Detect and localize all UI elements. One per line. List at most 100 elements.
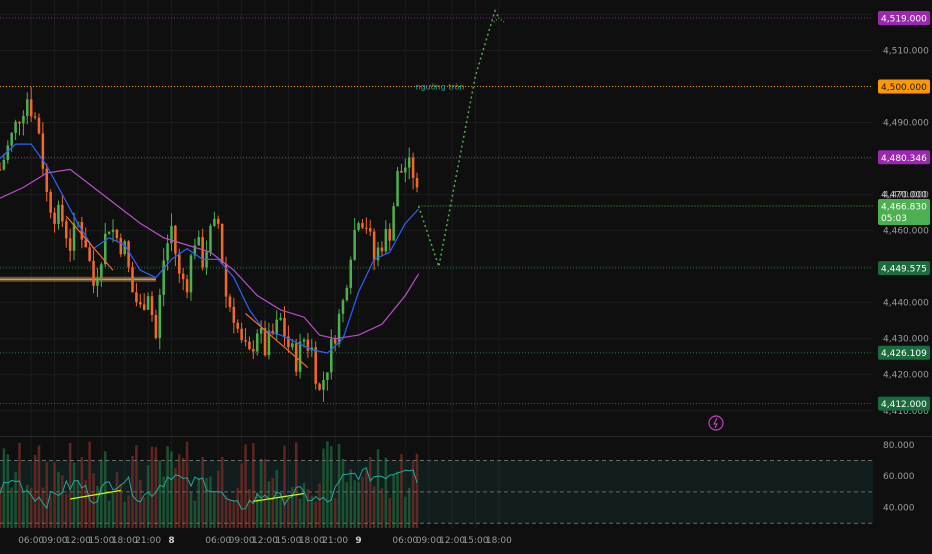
volume-bar [135, 445, 138, 528]
volume-bar [287, 496, 290, 528]
candle-body [29, 99, 33, 117]
candle-body [365, 227, 368, 229]
volume-bar [189, 491, 193, 528]
candle-body [232, 306, 236, 323]
candle-body [337, 313, 341, 344]
volume-bar [283, 445, 286, 528]
candle-body [236, 322, 240, 329]
volume-bar [53, 462, 56, 528]
volume-bar [68, 442, 72, 528]
candle-body [259, 328, 263, 334]
candle-body [407, 157, 411, 168]
volume-bar [345, 482, 349, 528]
candle-body [400, 170, 403, 173]
candle-body [41, 133, 45, 169]
time-tick-label: 8 [168, 536, 174, 546]
time-tick-label: 09:00 [416, 536, 442, 546]
candle-body [361, 223, 364, 228]
volume-bar [57, 471, 60, 528]
volume-bar [392, 474, 395, 528]
volume-bar [333, 498, 337, 528]
price-tick-label: 4,420.000 [883, 371, 929, 381]
time-tick-label: 18:00 [299, 536, 325, 546]
volume-bar [271, 478, 275, 528]
volume-bar [294, 442, 298, 528]
volume-bar [213, 491, 216, 528]
candle-body [174, 225, 177, 254]
price-tick-label: 4,410.000 [883, 407, 929, 417]
candle-body [244, 340, 247, 342]
candle-body [318, 383, 321, 390]
volume-bar [400, 454, 403, 528]
overlap-price-label: 4,470.000 [881, 191, 927, 201]
candle-body [22, 115, 25, 124]
candle-body [197, 237, 201, 246]
candle-body [64, 221, 68, 239]
volume-bar [411, 459, 415, 528]
ma-slow-line [0, 168, 420, 340]
price-labels: 4,470.000 4,519.000 4,500.000 4,480.346 4,44… [418, 11, 930, 411]
candle-body [100, 264, 103, 278]
volume-bar [252, 443, 255, 528]
time-tick-label: 06:00 [18, 536, 44, 546]
candle-body [96, 277, 99, 286]
volume-bar [341, 458, 345, 528]
candle-body [291, 343, 294, 348]
volume-bar [18, 442, 21, 528]
candle-body [372, 231, 376, 261]
volume-bar [337, 444, 341, 528]
level-price-tag: 4,519.000 [881, 15, 927, 25]
volume-bar [384, 457, 388, 528]
level-price-tag: 4,412.000 [881, 400, 927, 410]
volume-bar [174, 468, 177, 528]
trendlines [65, 215, 309, 368]
trendline [65, 215, 114, 271]
candle-body [220, 223, 224, 264]
volume-bar [14, 472, 17, 528]
volume-bar [131, 455, 134, 528]
candle-body [298, 341, 302, 372]
candle-body [396, 170, 399, 207]
volume-bar [209, 476, 212, 528]
time-tick-label: 15:00 [88, 536, 114, 546]
volume-bar [275, 469, 278, 528]
time-tick-label: 12:00 [439, 536, 465, 546]
volume-bar [322, 448, 325, 528]
volume-bar [228, 499, 232, 528]
level-price-tag: 4,480.346 [881, 154, 927, 164]
candle-body [49, 191, 52, 213]
time-tick-label: 15:00 [275, 536, 301, 546]
time-tick-label: 09:00 [229, 536, 255, 546]
candle-body [411, 157, 415, 178]
candle-body [404, 167, 407, 173]
volume-bar [49, 496, 52, 528]
price-tick-label: 4,470.000 [883, 191, 929, 201]
volume-bar [146, 465, 150, 528]
candle-body [384, 228, 388, 252]
volume-bar [64, 493, 68, 528]
candle-body [283, 317, 286, 337]
candle-body [201, 237, 204, 268]
volume-bar [255, 492, 259, 528]
time-tick-label: 15:00 [463, 536, 489, 546]
time-tick-label: 18:00 [486, 536, 512, 546]
candle-body [139, 302, 142, 305]
volume-bar [22, 490, 25, 528]
volume-bar [314, 501, 317, 528]
moving-averages [0, 143, 420, 354]
volume-bar [407, 487, 411, 528]
time-tick-label: 21:00 [135, 536, 161, 546]
candle-body [392, 206, 395, 241]
candle-body [267, 330, 271, 356]
volume-bar [139, 480, 142, 528]
candle-body [10, 132, 13, 146]
volume-bar [415, 453, 419, 528]
price-tick-label: 4,440.000 [883, 299, 929, 309]
candle-body [345, 287, 349, 301]
candle-body [131, 267, 134, 293]
divergence-line [70, 489, 121, 500]
level-price-tag-bg [878, 345, 930, 360]
